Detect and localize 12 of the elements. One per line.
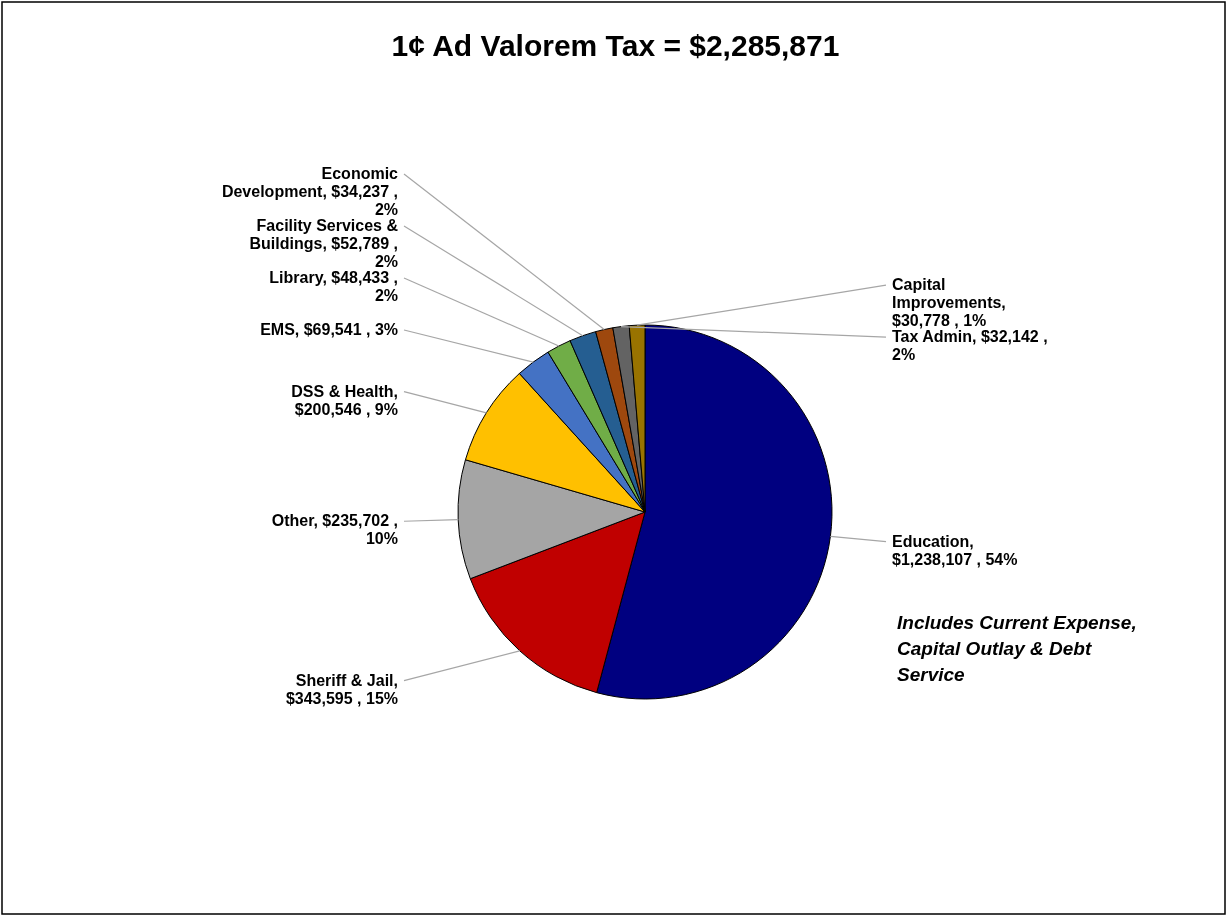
slice-label: Facility Services & Buildings, $52,789 , 2% [249,217,399,271]
slice-label: Education, $1,238,107 , 54% [892,532,1018,568]
slice-label: Tax Admin, $32,142 , 2% [892,328,1048,364]
slice-label: Library, $48,433 , 2% [269,269,398,305]
text: Includes Current Expense, Capital Outlay & Debt Service [897,612,1137,685]
slice-label: DSS & Health, $200,546 , 9% [291,382,398,418]
chart-title: 1¢ Ad Valorem Tax = $2,285,871 [391,29,840,62]
slice-label: EMS, $69,541 , 3% [260,321,398,339]
slice-label: Other, $235,702 , 10% [271,512,398,548]
slice-label: Capital Improvements, $30,778 , 1% [892,276,1006,330]
slice-label: Economic Development, $34,237 , 2% [221,165,399,219]
slice-label: Sheriff & Jail, $343,595 , 15% [285,671,398,707]
